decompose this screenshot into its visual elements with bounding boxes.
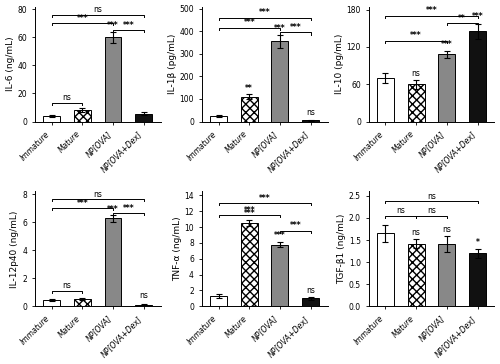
Bar [272, 245, 288, 306]
Text: ns: ns [62, 93, 72, 102]
Text: ***: *** [441, 40, 452, 50]
Text: ns: ns [306, 286, 315, 295]
Text: ns: ns [93, 190, 102, 198]
Text: ***: *** [290, 23, 301, 32]
Bar [210, 296, 227, 306]
Text: ns: ns [396, 206, 405, 215]
Bar [469, 253, 486, 306]
Bar [272, 41, 288, 122]
Bar [43, 300, 60, 306]
Text: ***: *** [274, 24, 286, 33]
Text: **: ** [246, 84, 253, 93]
Text: ***: *** [107, 21, 119, 30]
Bar [241, 97, 258, 122]
Bar [210, 116, 227, 122]
Text: ***: *** [290, 221, 301, 230]
Bar [377, 78, 394, 122]
Text: ns: ns [427, 191, 436, 201]
Text: ***: *** [76, 14, 88, 23]
Y-axis label: IL-6 (ng/mL): IL-6 (ng/mL) [6, 37, 15, 91]
Text: *: * [476, 238, 480, 247]
Text: ***: *** [274, 231, 286, 240]
Text: ***: *** [244, 206, 255, 215]
Text: ***: *** [259, 194, 270, 203]
Text: ***: *** [244, 209, 255, 218]
Y-axis label: IL-10 (pg/mL): IL-10 (pg/mL) [334, 34, 344, 94]
Bar [241, 223, 258, 306]
Text: ***: *** [472, 12, 484, 21]
Text: **: ** [458, 14, 466, 23]
Text: ns: ns [427, 206, 436, 215]
Bar [408, 84, 424, 122]
Bar [377, 233, 394, 306]
Text: ns: ns [93, 5, 102, 15]
Bar [408, 244, 424, 306]
Bar [43, 116, 60, 122]
Y-axis label: IL-1β (pg/mL): IL-1β (pg/mL) [168, 34, 176, 94]
Text: ns: ns [306, 108, 315, 118]
Text: ***: *** [122, 203, 134, 213]
Text: ***: *** [244, 19, 255, 27]
Bar [136, 305, 152, 306]
Text: ns: ns [412, 69, 420, 78]
Text: ***: *** [410, 31, 422, 40]
Bar [74, 298, 91, 306]
Bar [136, 114, 152, 122]
Text: ns: ns [442, 225, 452, 234]
Y-axis label: TNF-α (ng/mL): TNF-α (ng/mL) [172, 217, 182, 281]
Text: ***: *** [76, 199, 88, 207]
Bar [104, 37, 122, 122]
Bar [74, 110, 91, 122]
Bar [469, 31, 486, 122]
Text: ***: *** [426, 6, 438, 15]
Text: ***: *** [107, 205, 119, 214]
Bar [438, 54, 456, 122]
Text: ***: *** [122, 21, 134, 30]
Text: ns: ns [140, 291, 148, 300]
Bar [438, 244, 456, 306]
Text: ns: ns [412, 228, 420, 237]
Text: ns: ns [62, 281, 72, 290]
Bar [302, 120, 319, 122]
Text: ***: *** [259, 8, 270, 17]
Y-axis label: IL-12p40 (ng/mL): IL-12p40 (ng/mL) [10, 210, 20, 288]
Y-axis label: TGF-β1 (ng/mL): TGF-β1 (ng/mL) [337, 214, 346, 284]
Bar [104, 218, 122, 306]
Bar [302, 298, 319, 306]
